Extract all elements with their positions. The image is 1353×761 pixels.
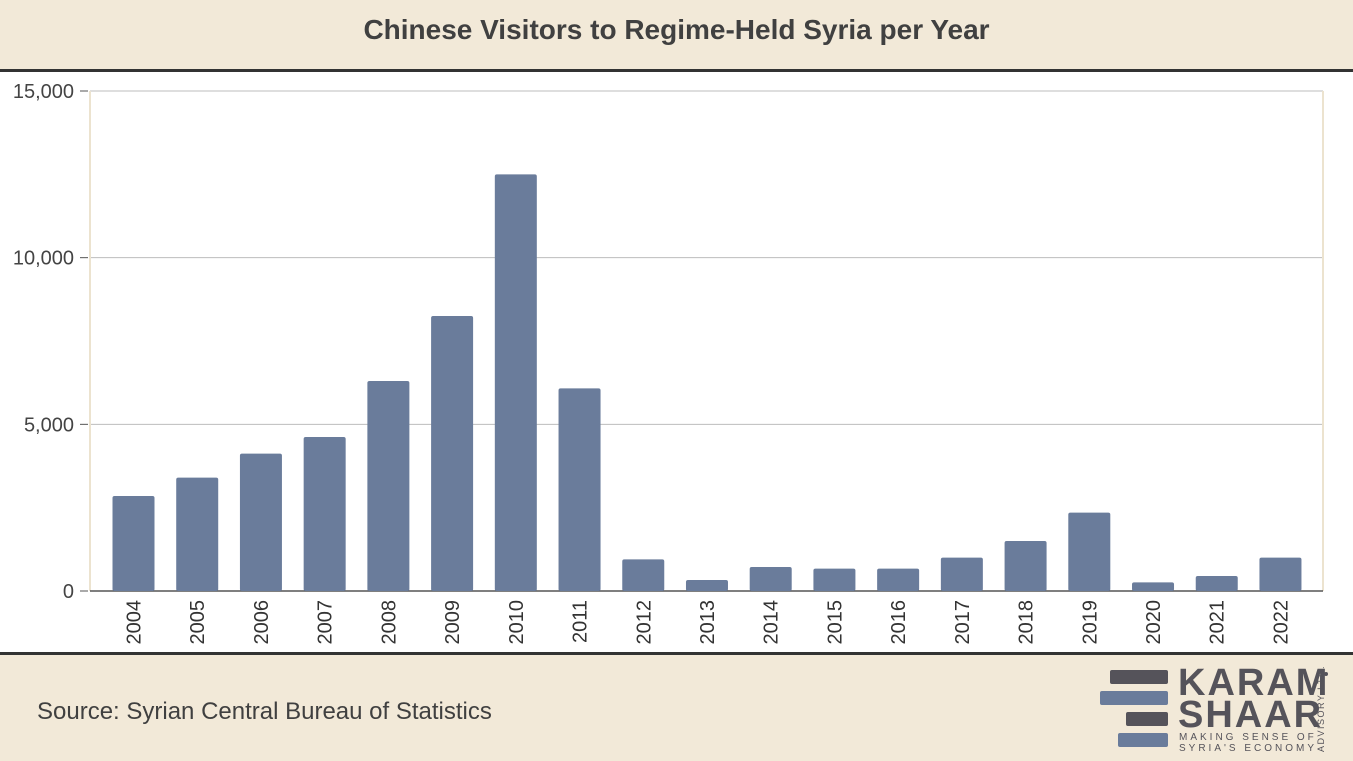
- bar-2022: [1259, 557, 1302, 591]
- bar-2011: [558, 388, 601, 591]
- y-tick-labels: 0 5,000 10,000 15,000: [13, 81, 74, 603]
- logo-dot-icon: [1324, 672, 1328, 676]
- x-tick-label: 2018: [1016, 600, 1038, 645]
- bars: [112, 174, 1302, 592]
- x-tick-label: 2008: [378, 600, 400, 645]
- logo-bar-1: [1110, 670, 1168, 684]
- x-tick-label: 2010: [506, 600, 528, 645]
- bar-2005: [176, 477, 219, 591]
- x-tick-label: 2009: [442, 600, 464, 645]
- header-band: Chinese Visitors to Regime-Held Syria pe…: [0, 0, 1353, 70]
- logo-bar-2: [1100, 691, 1168, 705]
- brand-logo: KARAM SHAAR MAKING SENSE OF SYRIA'S ECON…: [1098, 664, 1348, 756]
- footer-divider: [0, 652, 1353, 655]
- x-tick-label: 2004: [124, 600, 146, 645]
- bar-2008: [367, 381, 410, 591]
- x-tick-label: 2014: [761, 600, 783, 645]
- header-divider: [0, 69, 1353, 72]
- bar-2004: [112, 496, 155, 591]
- x-tick-label: 2016: [888, 600, 910, 645]
- x-tick-label: 2007: [315, 600, 337, 645]
- x-tick-label: 2012: [633, 600, 655, 645]
- logo-tagline-line1: MAKING SENSE OF: [1179, 732, 1317, 743]
- logo-bar-3: [1126, 712, 1168, 726]
- bar-2021: [1195, 576, 1238, 591]
- bar-2017: [940, 557, 983, 591]
- x-tick-label: 2005: [187, 600, 209, 645]
- bar-2007: [303, 437, 346, 591]
- x-tick-label: 2017: [952, 600, 974, 645]
- y-tick-label: 0: [63, 581, 74, 603]
- logo-name-line2: SHAAR: [1178, 694, 1324, 736]
- y-tick-label: 15,000: [13, 81, 74, 103]
- x-tick-label: 2006: [251, 600, 273, 645]
- bar-2020: [1132, 582, 1175, 591]
- bar-2012: [622, 559, 665, 591]
- bar-2016: [877, 568, 920, 591]
- bar-2019: [1068, 512, 1111, 591]
- logo-name-line1: KARAM: [1178, 662, 1330, 704]
- y-tick-label: 10,000: [13, 248, 74, 270]
- x-tick-label: 2022: [1270, 600, 1292, 645]
- y-tick-label: 5,000: [24, 414, 74, 436]
- logo-bar-4: [1118, 733, 1168, 747]
- bar-2006: [239, 453, 282, 591]
- source-note: Source: Syrian Central Bureau of Statist…: [37, 698, 492, 725]
- x-tick-label: 2011: [570, 600, 592, 643]
- bar-2010: [494, 174, 537, 592]
- grid-lines: [90, 90, 1323, 425]
- bar-2018: [1004, 541, 1047, 591]
- x-tick-label: 2021: [1207, 600, 1229, 645]
- logo-tagline-line2: SYRIA'S ECONOMY: [1179, 743, 1318, 754]
- chart-title: Chinese Visitors to Regime-Held Syria pe…: [363, 14, 990, 45]
- plot-area: 0 5,000 10,000 15,000 2004 2005 2006 2007 2008 2…: [0, 72, 1353, 652]
- x-tick-label: 2019: [1079, 600, 1101, 645]
- x-tick-label: 2015: [824, 600, 846, 645]
- bar-2013: [685, 580, 728, 591]
- x-tick-label: 2013: [697, 600, 719, 645]
- bar-2009: [431, 316, 474, 591]
- x-tick-label: 2020: [1143, 600, 1165, 645]
- logo-side-text: ADVISORY LTD.: [1316, 664, 1326, 752]
- bar-2015: [813, 568, 856, 591]
- bar-2014: [749, 567, 792, 591]
- x-tick-labels: 2004 2005 2006 2007 2008 2009 2010 2011 2012 2013…: [124, 600, 1293, 645]
